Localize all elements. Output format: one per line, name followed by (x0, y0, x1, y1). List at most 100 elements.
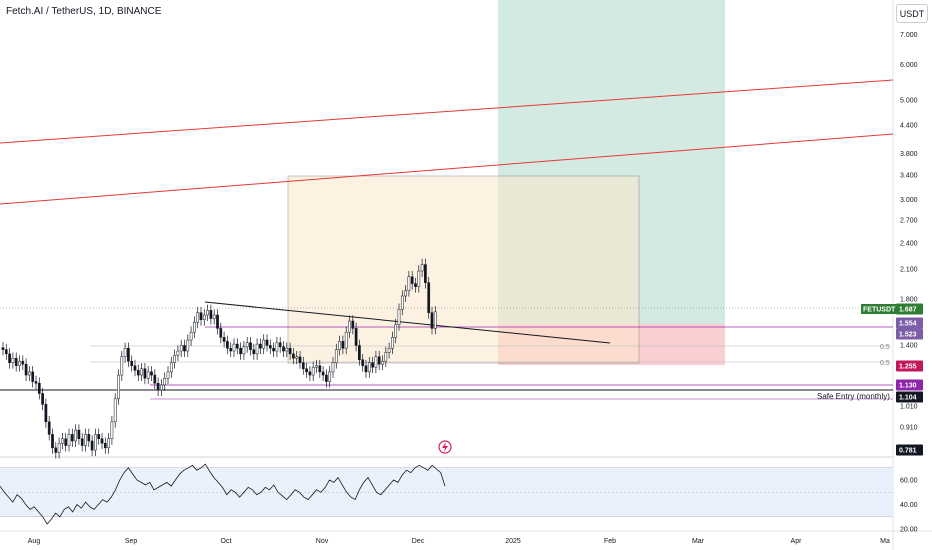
candle-body (61, 438, 64, 444)
price-tick-label: 2.700 (900, 218, 918, 225)
price-tag (896, 379, 923, 391)
candle-body (209, 310, 213, 319)
candle-body (74, 429, 77, 442)
candle-body (427, 282, 431, 313)
candle-body (338, 341, 341, 350)
time-axis-label: 2025 (505, 538, 521, 545)
candle-body (130, 360, 134, 366)
time-axis-label: Aug (28, 538, 41, 545)
price-tick-label: 4.400 (900, 122, 918, 129)
price-tag (896, 303, 923, 315)
candle-body (193, 321, 196, 333)
candle-body (64, 438, 68, 446)
candle-body (288, 347, 292, 355)
candle-body (315, 365, 318, 368)
price-tick-label: 3.000 (900, 197, 918, 204)
candle-body (391, 337, 394, 349)
candle-body (354, 328, 358, 346)
price-tick-label: 1.800 (900, 297, 918, 304)
candle-body (278, 342, 282, 348)
candle-body (245, 342, 249, 348)
candle-body (292, 353, 295, 359)
candle-body (331, 362, 335, 373)
candle-body (321, 371, 325, 376)
candle-body (262, 339, 266, 349)
candle-body (54, 447, 58, 453)
candle-body (298, 356, 302, 363)
candle-body (117, 374, 120, 400)
time-axis-label: Ma (880, 538, 890, 545)
candle-body (156, 382, 160, 391)
candle-body (146, 371, 150, 379)
candle-body (107, 438, 110, 449)
candles (1, 258, 437, 459)
candle-body (199, 312, 203, 321)
currency-button[interactable]: USDT (896, 4, 928, 23)
candle-body (285, 347, 289, 352)
candle-body (420, 264, 424, 272)
candle-body (334, 349, 338, 363)
candle-body (328, 371, 332, 382)
symbol-price-tag-name: FETUSDT (863, 307, 896, 314)
candle-body (127, 347, 130, 362)
candle-body (371, 362, 374, 368)
candle-body (28, 371, 31, 376)
trendline-upper (0, 79, 894, 144)
price-tick-label: 1.400 (900, 343, 918, 350)
candle-body (364, 365, 368, 373)
candle-body (318, 365, 322, 373)
price-tick-label: 2.100 (900, 267, 918, 274)
candle-body (94, 434, 97, 451)
candle-body (169, 362, 173, 373)
candle-body (308, 371, 312, 376)
candle-body (384, 352, 388, 362)
candle-body (143, 368, 147, 379)
candle-body (186, 339, 190, 352)
candle-body (140, 368, 143, 376)
candle-body (381, 360, 384, 365)
candle-body (57, 442, 61, 453)
candle-body (397, 308, 401, 325)
price-tick-label: 1.010 (900, 404, 918, 411)
candle-body (301, 362, 305, 370)
candle-body (100, 438, 104, 444)
candle-body (77, 429, 81, 440)
candle-body (120, 356, 124, 376)
candle-body (1, 347, 5, 350)
candle-body (67, 434, 71, 446)
fib-level-label-lower: 0.5 (880, 360, 890, 367)
candle-body (344, 331, 348, 349)
symbol-title: Fetch.AI / TetherUS, 1D, BINANCE (6, 6, 162, 17)
candle-body (14, 357, 18, 366)
candle-body (160, 384, 163, 391)
accumulation-box (287, 175, 640, 364)
candle-body (110, 421, 114, 440)
time-axis-label: Apr (791, 538, 803, 545)
price-tick-label: 5.000 (900, 98, 918, 105)
price-tag-label: 1.104 (899, 395, 917, 402)
candle-body (282, 346, 285, 352)
candle-body (123, 347, 127, 358)
candle-body (189, 331, 193, 341)
candle-body (295, 356, 299, 359)
candle-body (216, 314, 219, 329)
candle-body (232, 343, 236, 352)
candle-body (11, 357, 15, 363)
candle-body (242, 346, 246, 355)
price-tag (896, 328, 923, 340)
candle-body (239, 347, 242, 355)
candle-body (424, 264, 427, 283)
price-tag-label: 1.687 (899, 307, 917, 314)
candle-body (414, 283, 417, 287)
rsi-tick-label: 40.00 (900, 502, 918, 509)
price-tag-label: 1.523 (899, 332, 917, 339)
candle-body (103, 442, 107, 449)
candle-body (47, 421, 51, 435)
price-tick-label: 7.000 (900, 32, 918, 39)
candle-body (259, 343, 262, 349)
candle-body (358, 345, 361, 360)
price-tick-label: 6.000 (900, 62, 918, 69)
candle-body (51, 434, 54, 449)
